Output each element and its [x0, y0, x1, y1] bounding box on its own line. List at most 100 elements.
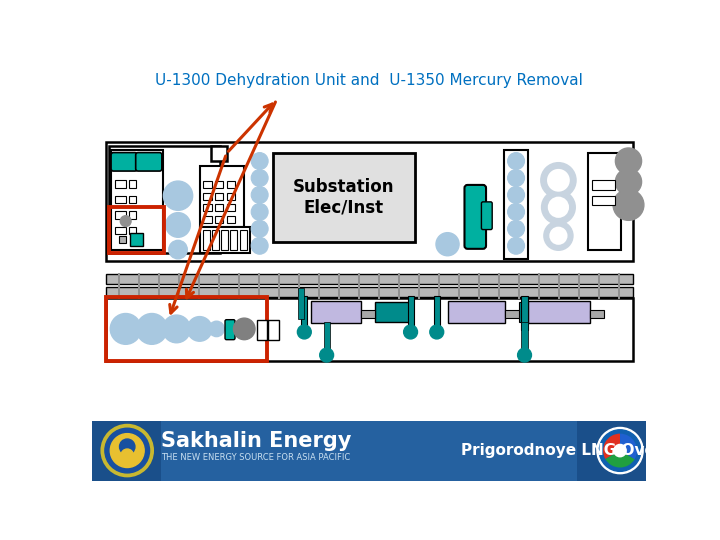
Bar: [204, 215, 212, 222]
Circle shape: [166, 213, 190, 237]
Bar: [215, 215, 223, 222]
FancyBboxPatch shape: [482, 202, 492, 230]
Bar: [593, 195, 616, 205]
Circle shape: [599, 430, 641, 471]
Bar: [115, 226, 126, 234]
Bar: [298, 273, 300, 299]
Circle shape: [436, 233, 459, 256]
Bar: [418, 273, 420, 299]
Bar: [227, 181, 235, 188]
Circle shape: [430, 325, 444, 339]
Circle shape: [120, 439, 135, 455]
Text: Prigorodnoye LNG Overview: Prigorodnoye LNG Overview: [462, 443, 703, 458]
Bar: [318, 273, 320, 299]
Bar: [106, 287, 633, 298]
Circle shape: [120, 215, 131, 226]
Bar: [519, 302, 528, 322]
Bar: [311, 301, 361, 323]
Bar: [558, 273, 560, 299]
Circle shape: [233, 318, 255, 340]
Bar: [92, 421, 647, 481]
Bar: [227, 204, 235, 211]
Bar: [118, 273, 120, 299]
Bar: [588, 153, 621, 249]
Circle shape: [251, 186, 268, 204]
Bar: [106, 142, 633, 261]
Circle shape: [110, 314, 141, 345]
Bar: [590, 310, 604, 318]
FancyArrowPatch shape: [170, 156, 225, 313]
Circle shape: [121, 449, 133, 461]
FancyBboxPatch shape: [225, 320, 235, 340]
Bar: [528, 301, 590, 323]
Bar: [215, 193, 223, 200]
Bar: [115, 180, 126, 188]
Circle shape: [251, 220, 268, 237]
Bar: [230, 231, 238, 249]
Circle shape: [508, 153, 525, 170]
Circle shape: [597, 428, 643, 474]
Bar: [119, 236, 127, 244]
Text: Sakhalin Energy: Sakhalin Energy: [161, 430, 351, 450]
Circle shape: [209, 321, 224, 336]
Circle shape: [320, 348, 333, 362]
Bar: [109, 146, 220, 253]
Circle shape: [168, 240, 187, 259]
Bar: [129, 180, 137, 188]
Bar: [204, 204, 212, 211]
Bar: [178, 273, 180, 299]
Bar: [158, 273, 160, 299]
Circle shape: [508, 237, 525, 254]
Text: THE NEW ENERGY SOURCE FOR ASIA PACIFIC: THE NEW ENERGY SOURCE FOR ASIA PACIFIC: [161, 453, 351, 462]
Circle shape: [508, 204, 525, 220]
Bar: [129, 226, 137, 234]
Bar: [109, 207, 164, 253]
Circle shape: [187, 316, 212, 341]
Bar: [505, 310, 519, 318]
Bar: [115, 195, 126, 204]
Circle shape: [542, 191, 575, 224]
Bar: [199, 226, 250, 253]
Circle shape: [614, 444, 626, 457]
Bar: [204, 181, 212, 188]
Bar: [227, 215, 235, 222]
Bar: [215, 181, 223, 188]
Bar: [301, 296, 307, 330]
Circle shape: [105, 428, 150, 473]
Bar: [408, 296, 414, 330]
Bar: [199, 166, 244, 226]
Bar: [338, 273, 340, 299]
Bar: [198, 273, 199, 299]
Bar: [106, 298, 633, 361]
Circle shape: [616, 169, 642, 195]
Wedge shape: [603, 434, 620, 459]
Bar: [438, 273, 440, 299]
Bar: [161, 421, 577, 481]
Bar: [204, 193, 212, 200]
FancyBboxPatch shape: [111, 153, 138, 171]
Bar: [448, 301, 505, 323]
Circle shape: [110, 434, 144, 468]
Bar: [238, 273, 240, 299]
Bar: [129, 211, 137, 219]
Bar: [618, 273, 620, 299]
FancyArrowPatch shape: [228, 104, 272, 151]
Bar: [521, 322, 528, 356]
Bar: [358, 273, 360, 299]
Circle shape: [518, 348, 531, 362]
Circle shape: [549, 198, 567, 217]
Bar: [138, 273, 140, 299]
Bar: [203, 231, 210, 249]
Text: U-1300 Dehydration Unit and  U-1350 Mercury Removal: U-1300 Dehydration Unit and U-1350 Mercu…: [155, 72, 583, 87]
Wedge shape: [606, 450, 635, 468]
Bar: [215, 204, 223, 211]
Bar: [598, 273, 600, 299]
Bar: [218, 273, 220, 299]
Circle shape: [163, 181, 193, 210]
Bar: [111, 150, 163, 249]
FancyBboxPatch shape: [135, 153, 162, 171]
Bar: [273, 153, 415, 242]
Bar: [211, 146, 227, 161]
Bar: [578, 273, 580, 299]
Bar: [298, 288, 305, 319]
